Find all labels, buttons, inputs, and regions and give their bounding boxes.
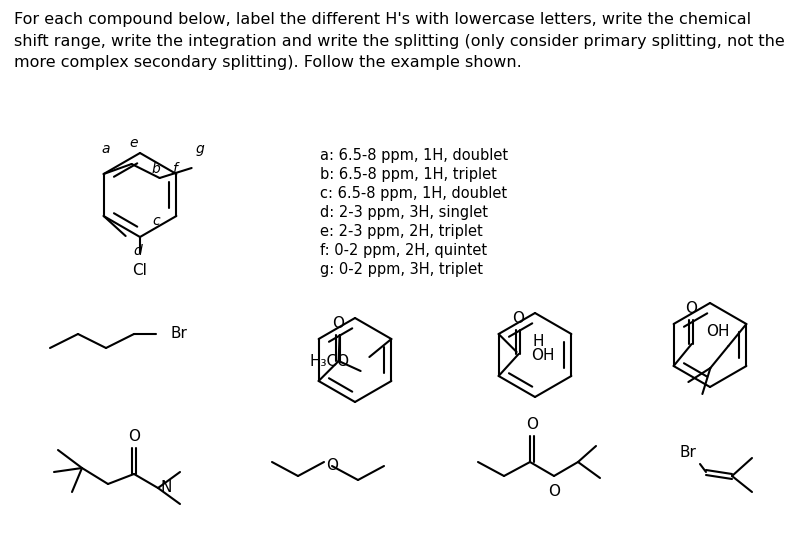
Text: O: O — [548, 484, 560, 499]
Text: OH: OH — [706, 324, 729, 340]
Text: c: c — [152, 214, 160, 228]
Text: OH: OH — [530, 349, 554, 363]
Text: For each compound below, label the different H's with lowercase letters, write t: For each compound below, label the diffe… — [14, 12, 784, 70]
Text: f: f — [172, 162, 176, 176]
Text: a: a — [102, 142, 110, 156]
Text: Br: Br — [170, 327, 187, 342]
Text: c: 6.5-8 ppm, 1H, doublet: c: 6.5-8 ppm, 1H, doublet — [320, 186, 507, 201]
Text: N: N — [160, 480, 172, 495]
Text: H₃CO: H₃CO — [309, 354, 349, 369]
Text: b: b — [152, 162, 160, 176]
Text: g: 0-2 ppm, 3H, triplet: g: 0-2 ppm, 3H, triplet — [320, 262, 483, 277]
Text: e: e — [129, 136, 138, 150]
Text: O: O — [684, 301, 696, 316]
Text: H: H — [533, 335, 544, 349]
Text: O: O — [526, 417, 538, 432]
Text: e: 2-3 ppm, 2H, triplet: e: 2-3 ppm, 2H, triplet — [320, 224, 483, 239]
Text: f: 0-2 ppm, 2H, quintet: f: 0-2 ppm, 2H, quintet — [320, 243, 488, 258]
Text: g: g — [195, 142, 204, 156]
Text: O: O — [128, 429, 140, 444]
Text: a: 6.5-8 ppm, 1H, doublet: a: 6.5-8 ppm, 1H, doublet — [320, 148, 508, 163]
Text: Cl: Cl — [133, 263, 148, 278]
Text: d: d — [133, 244, 142, 258]
Text: b: 6.5-8 ppm, 1H, triplet: b: 6.5-8 ppm, 1H, triplet — [320, 167, 497, 182]
Text: O: O — [332, 316, 344, 331]
Text: O: O — [511, 311, 523, 326]
Text: O: O — [326, 459, 338, 473]
Text: d: 2-3 ppm, 3H, singlet: d: 2-3 ppm, 3H, singlet — [320, 205, 488, 220]
Text: Br: Br — [679, 445, 696, 460]
